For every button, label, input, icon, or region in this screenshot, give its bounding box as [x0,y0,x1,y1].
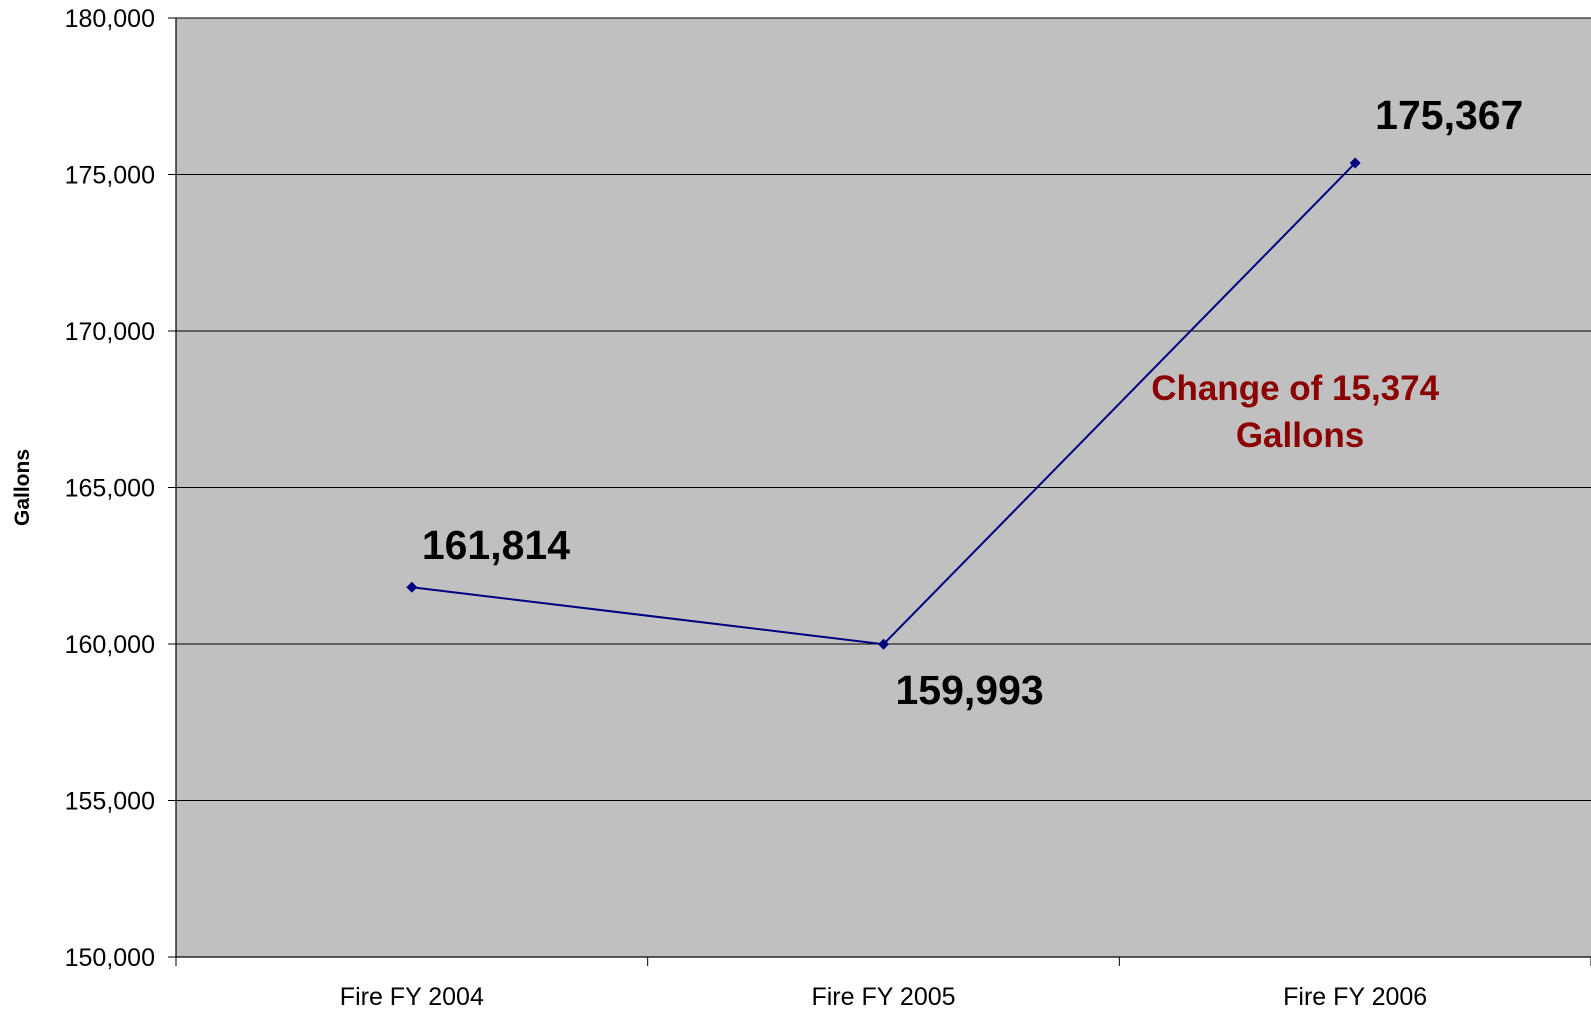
x-tick-label: Fire FY 2005 [811,983,955,1011]
data-point-marker [406,581,418,593]
x-tick-label: Fire FY 2004 [340,983,484,1011]
x-tick-label: Fire FY 2006 [1283,983,1427,1011]
y-tick-label: 165,000 [65,475,155,503]
data-point-marker [878,638,889,650]
y-axis-ticks: 150,000 155,000 160,000 165,000 170,000 175,0… [65,5,176,972]
data-label: 161,814 [422,522,570,568]
x-axis-ticks: Fire FY 2004 Fire FY 2005 Fire FY 2006 [175,957,1591,1011]
annotation-line-1: Change of 15,374 [1151,369,1439,408]
data-label: 159,993 [896,667,1044,713]
y-tick-label: 160,000 [65,631,155,659]
data-label: 175,367 [1375,92,1523,138]
y-axis-title: Gallons [11,449,34,526]
y-tick-label: 175,000 [65,162,155,190]
y-tick-label: 170,000 [65,318,155,346]
y-tick-label: 150,000 [65,944,155,972]
data-point-marker [1349,157,1361,169]
change-annotation: Change of 15,374 Gallons [1151,369,1449,455]
y-tick-label: 180,000 [65,5,155,33]
annotation-line-2: Gallons [1236,416,1364,455]
data-labels: 161,814 159,993 175,367 [422,92,1524,713]
y-tick-label: 155,000 [65,788,155,816]
series-group [406,157,1361,650]
